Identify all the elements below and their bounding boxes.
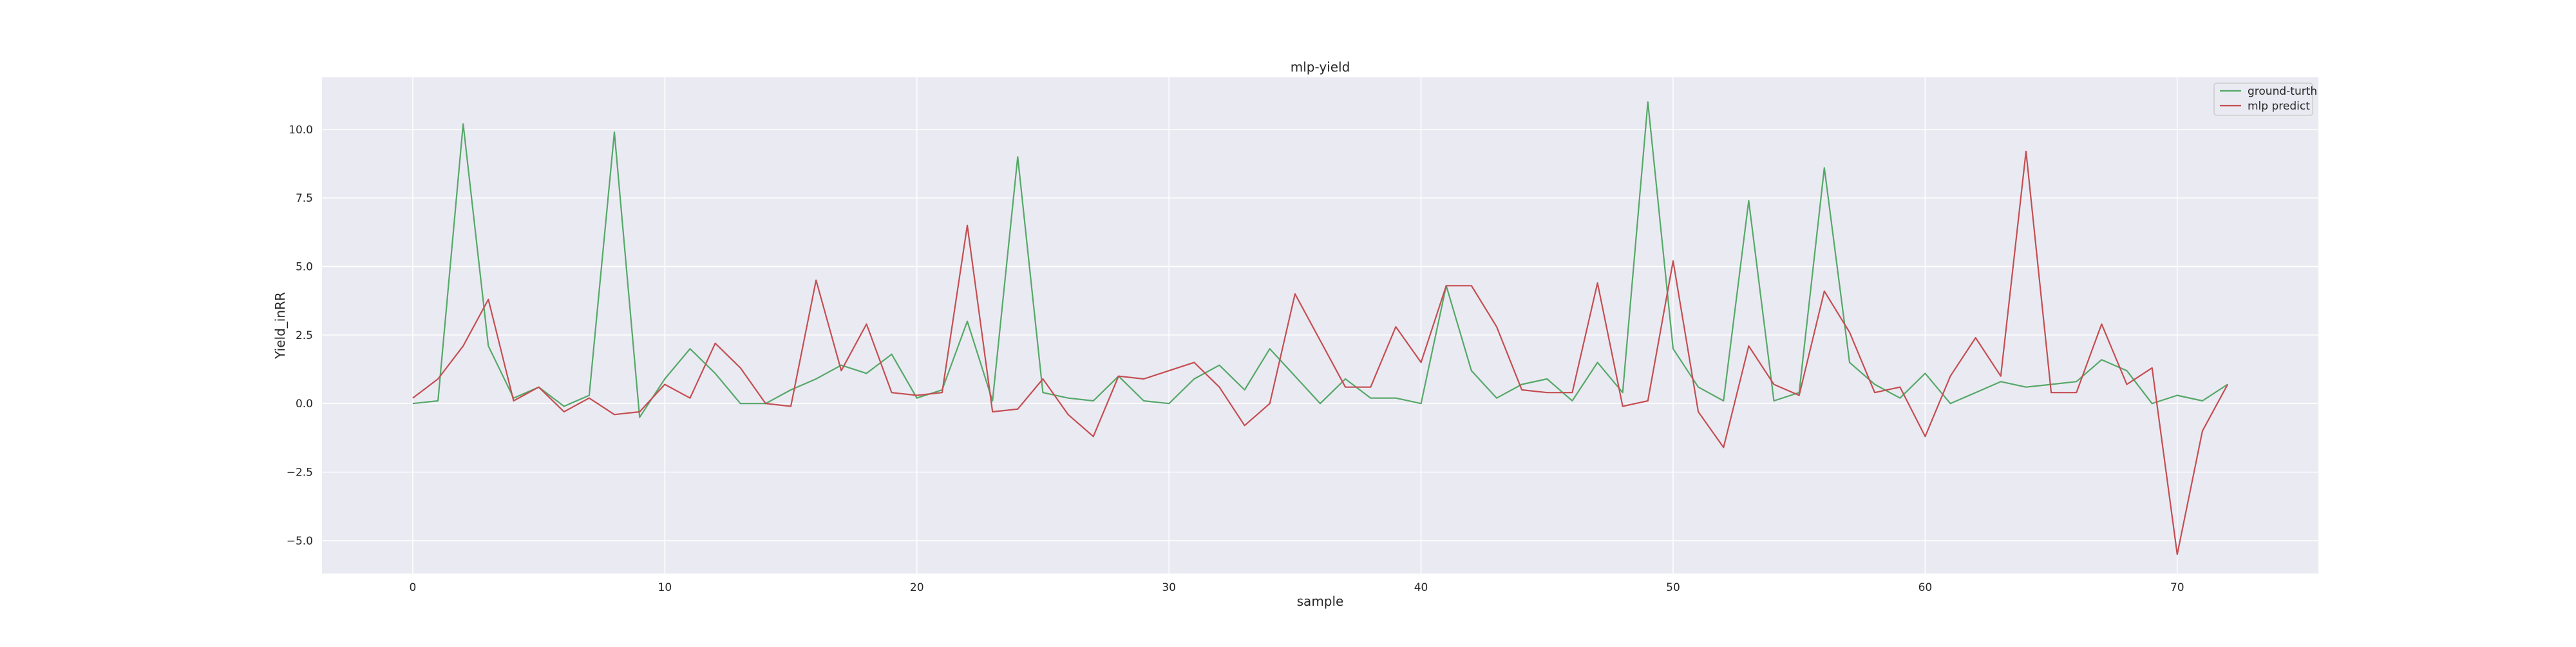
legend: ground-turth mlp predict: [2213, 82, 2317, 116]
chart-title: mlp-yield: [1291, 59, 1350, 75]
y-tick-label: 10.0: [289, 124, 313, 137]
series-line-ground-turth: [412, 101, 2228, 418]
y-axis-label: Yield_inRR: [272, 292, 288, 360]
y-tick-label: 2.5: [296, 329, 313, 342]
x-tick-label: 50: [1666, 581, 1680, 594]
x-tick-label: 10: [658, 581, 672, 594]
series-group: [412, 101, 2229, 555]
x-tick-label: 70: [2170, 581, 2184, 594]
legend-label-ground-turth: ground-turth: [2248, 85, 2317, 98]
y-tick-label: 5.0: [296, 261, 313, 274]
legend-label-mlp-predict: mlp predict: [2248, 100, 2310, 113]
tick-labels: −5.0 −2.5 0.0 2.5 5.0 7.5 10.0 0 10 20 30 40 50 60 70: [287, 124, 2184, 594]
y-tick-label: −2.5: [287, 467, 313, 479]
y-tick-label: 0.0: [296, 398, 313, 410]
series-line-mlp-predict: [412, 150, 2229, 555]
grid-lines: [322, 77, 2318, 574]
plot-background: [322, 77, 2318, 574]
x-tick-label: 0: [409, 581, 416, 594]
x-tick-label: 40: [1414, 581, 1428, 594]
x-axis-label: sample: [1297, 594, 1344, 609]
x-tick-label: 20: [910, 581, 924, 594]
y-tick-label: 7.5: [296, 192, 313, 205]
x-tick-label: 30: [1162, 581, 1176, 594]
x-tick-label: 60: [1918, 581, 1933, 594]
y-tick-label: −5.0: [287, 535, 313, 548]
